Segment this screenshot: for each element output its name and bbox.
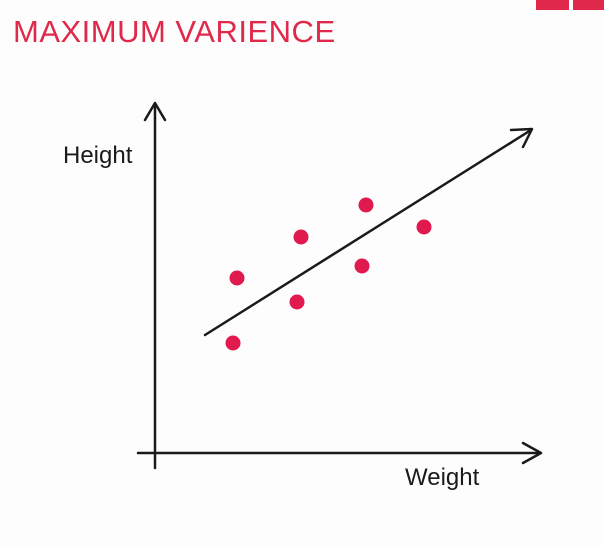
page-title: MAXIMUM VARIENCE (13, 14, 336, 49)
data-point (293, 229, 309, 245)
data-point (289, 294, 305, 310)
corner-tab-notch (569, 0, 573, 10)
x-axis-label: Weight (405, 464, 480, 491)
principal-component-line (203, 128, 533, 337)
y-axis-label: Height (63, 142, 133, 169)
data-point (229, 270, 245, 286)
data-point (416, 219, 432, 235)
principal-component-arrowhead (509, 127, 534, 149)
data-point (354, 258, 370, 274)
data-point (225, 335, 241, 351)
corner-tab (536, 0, 604, 10)
data-point (358, 197, 374, 213)
y-axis-arrowhead (143, 101, 167, 122)
x-axis-arrowhead (521, 441, 543, 465)
